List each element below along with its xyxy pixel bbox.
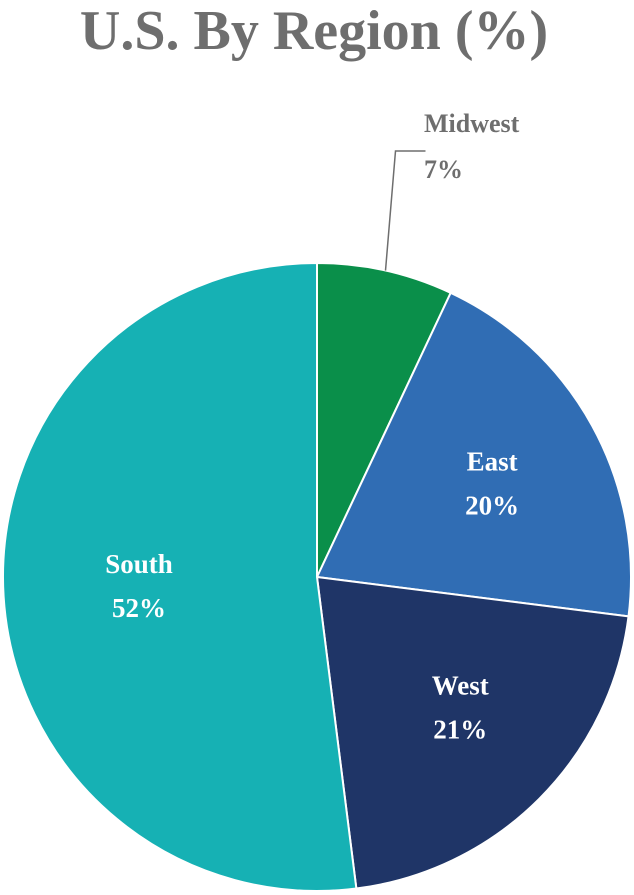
leader-line: [384, 150, 426, 271]
slice-label: Midwest: [424, 109, 520, 138]
slice-label: East: [467, 446, 518, 476]
pie-slice: [2, 261, 358, 892]
slice-value-label: 20%: [465, 490, 519, 520]
slice-value-label: 7%: [424, 155, 463, 184]
slice-label: South: [105, 549, 173, 579]
slice-label: West: [432, 670, 489, 700]
pie-slice: [315, 575, 630, 890]
slice-value-label: 52%: [112, 593, 166, 623]
chart-title: U.S. By Region (%): [80, 0, 548, 62]
slice-value-label: 21%: [433, 714, 487, 744]
pie-slice: [315, 291, 632, 618]
